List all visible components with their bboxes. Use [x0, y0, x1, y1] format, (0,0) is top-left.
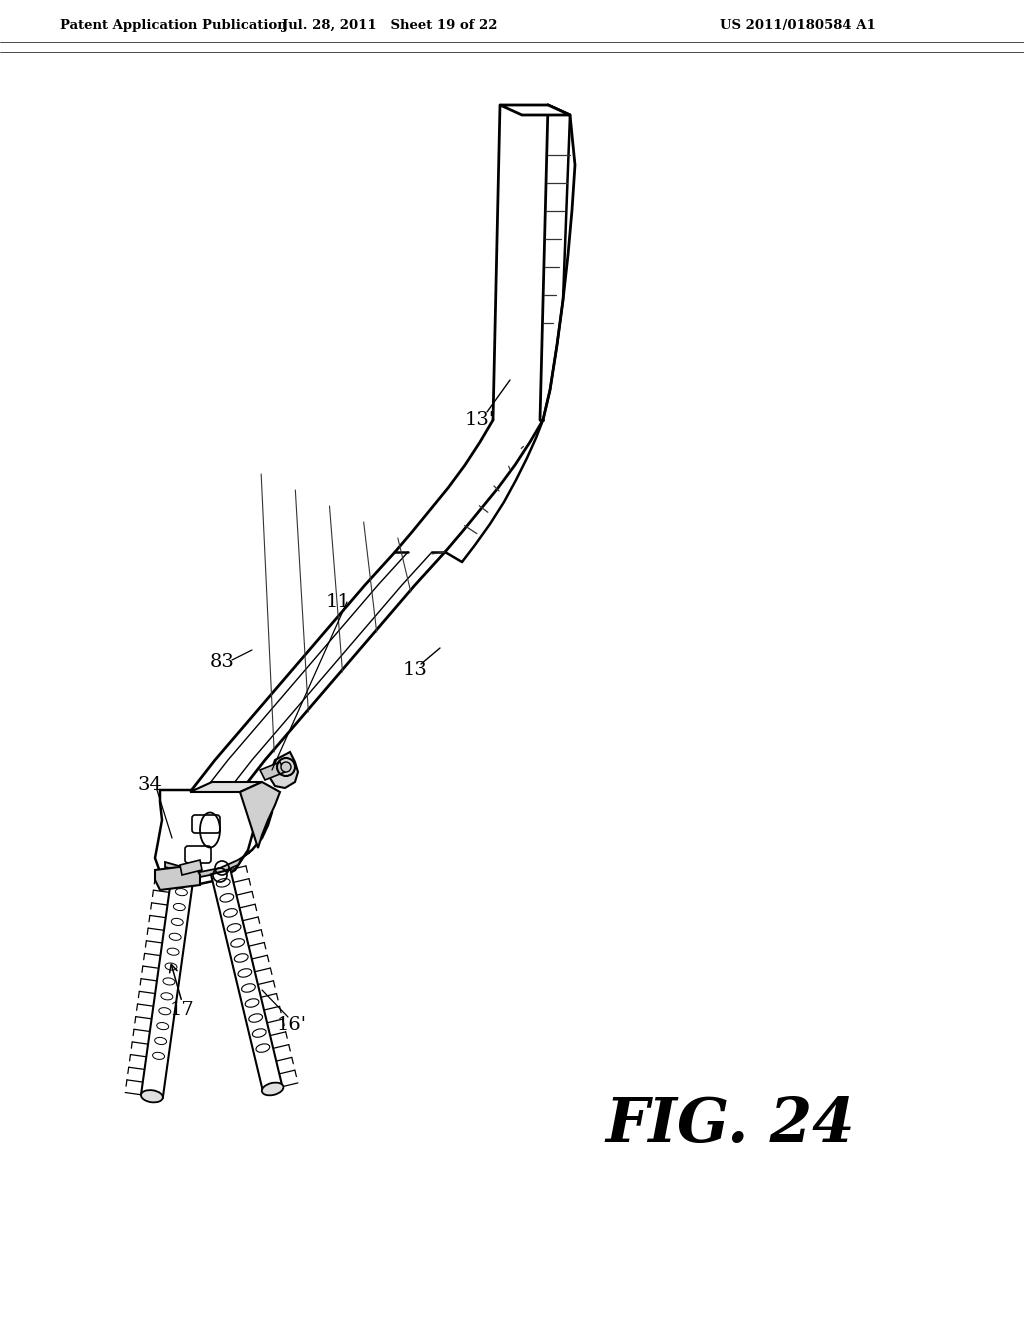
Text: 17: 17	[170, 1001, 195, 1019]
Polygon shape	[190, 781, 262, 792]
Polygon shape	[500, 106, 570, 115]
Text: Patent Application Publication: Patent Application Publication	[60, 18, 287, 32]
Polygon shape	[260, 762, 285, 780]
Polygon shape	[165, 851, 250, 876]
Polygon shape	[211, 870, 283, 1092]
Text: 13: 13	[402, 661, 427, 678]
Ellipse shape	[141, 1090, 163, 1102]
Text: 34: 34	[137, 776, 163, 795]
Polygon shape	[155, 865, 200, 890]
Ellipse shape	[262, 1082, 284, 1096]
Text: 11: 11	[326, 593, 350, 611]
Polygon shape	[240, 781, 280, 847]
Text: 13': 13'	[465, 411, 495, 429]
Text: Jul. 28, 2011   Sheet 19 of 22: Jul. 28, 2011 Sheet 19 of 22	[283, 18, 498, 32]
Text: 83: 83	[210, 653, 234, 671]
Polygon shape	[141, 879, 193, 1098]
Polygon shape	[155, 789, 260, 884]
Circle shape	[281, 762, 291, 772]
Polygon shape	[270, 752, 298, 788]
Text: FIG. 24: FIG. 24	[605, 1096, 855, 1155]
Polygon shape	[180, 861, 202, 875]
Text: 16': 16'	[278, 1016, 307, 1034]
Text: US 2011/0180584 A1: US 2011/0180584 A1	[720, 18, 876, 32]
